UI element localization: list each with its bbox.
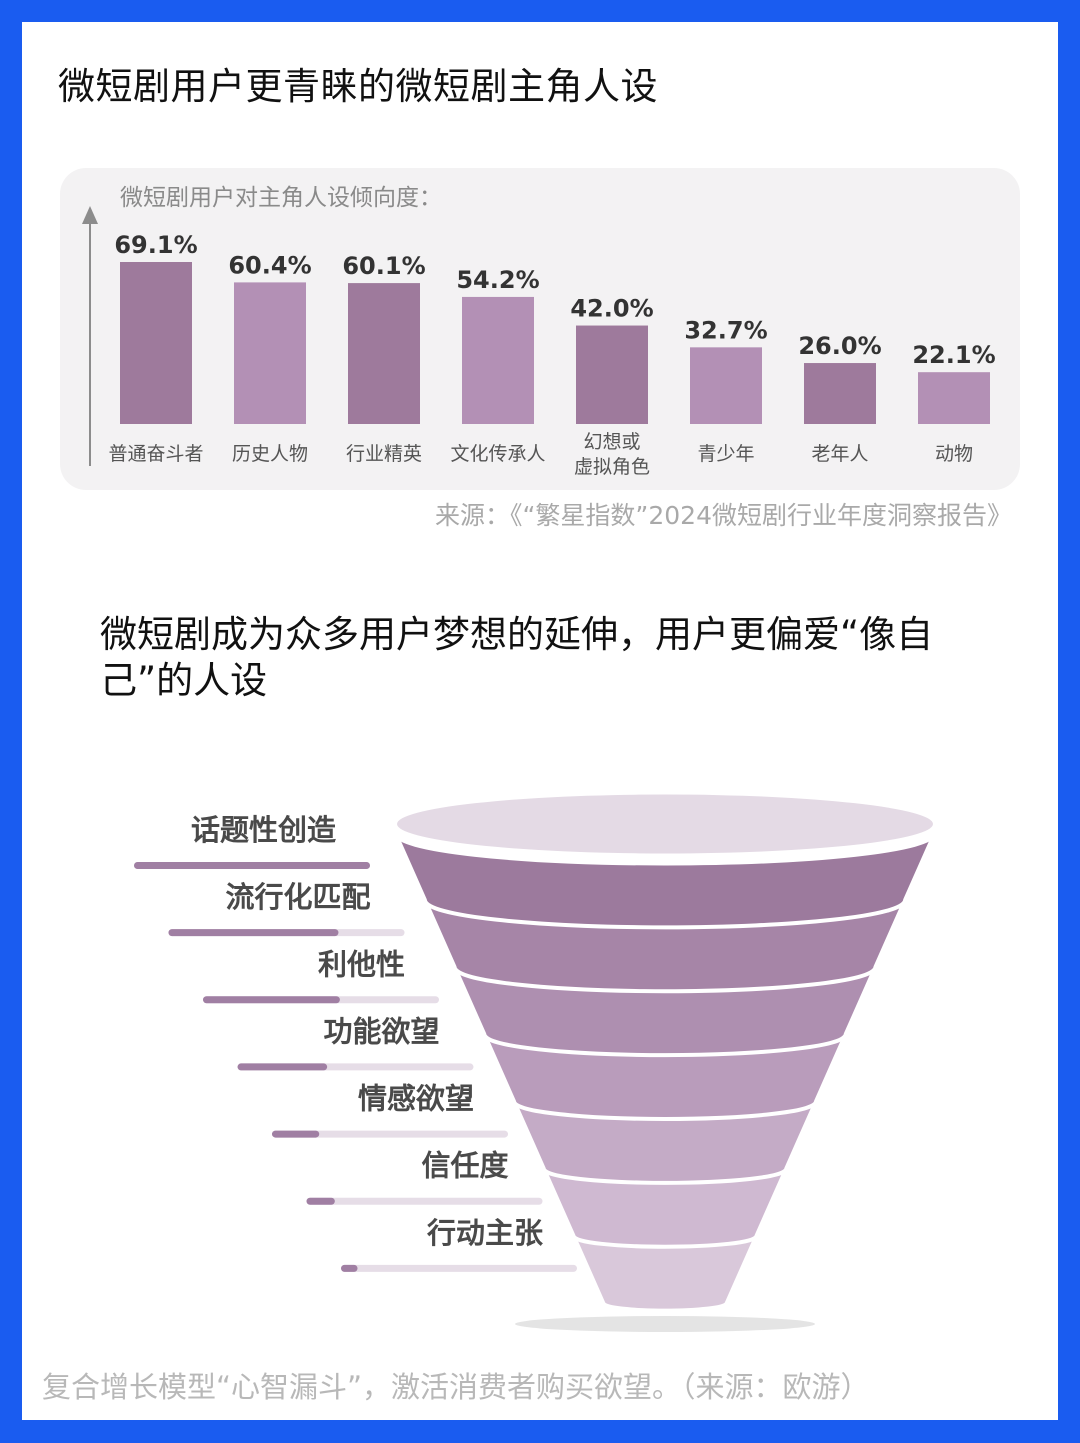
funnel-stage-label: 流行化匹配 [225, 880, 370, 914]
bar-chart-panel: 微短剧用户对主角人设倾向度： 69.1% 普通奋斗者 60.4% 历史人物 60.1% 行… [60, 168, 1020, 490]
category-label: 历史人物 [232, 443, 308, 465]
stage-indicator-track [306, 1197, 543, 1205]
category-label: 普通奋斗者 [108, 443, 203, 465]
funnel-stage-label: 功能欲望 [323, 1014, 439, 1048]
stage-indicator-track [272, 1130, 508, 1138]
bar-3 [348, 283, 420, 424]
funnel-shadow [515, 1316, 815, 1332]
stage-indicator-fill [134, 862, 370, 869]
bar-value-label: 26.0% [798, 332, 881, 360]
chart-title: 微短剧用户对主角人设倾向度： [120, 185, 442, 211]
category-label: 文化传承人 [450, 443, 545, 465]
funnel-separator [393, 831, 937, 866]
bar-value-label: 60.4% [228, 251, 311, 279]
category-label: 青少年 [697, 443, 754, 465]
bar-chart: 69.1% 普通奋斗者 60.4% 历史人物 60.1% 行业精英 54.2% 文化传承人 42… [82, 206, 996, 478]
bar-5 [576, 325, 648, 424]
bar-1 [120, 262, 192, 424]
stage-indicator-fill [237, 1063, 328, 1071]
bar-value-label: 60.1% [342, 252, 425, 280]
bar-value-label: 54.2% [456, 266, 539, 294]
funnel-stage-label: 情感欲望 [358, 1082, 474, 1116]
bar-2 [234, 282, 306, 424]
funnel-segment-6 [545, 1167, 785, 1245]
bar-6 [690, 347, 762, 424]
stage-indicator-fill [272, 1130, 320, 1138]
stage-indicator-fill [168, 929, 339, 937]
funnel-segment-7 [575, 1234, 755, 1309]
bar-value-label: 22.1% [912, 341, 995, 369]
y-axis-arrow-icon [82, 206, 98, 224]
bar-8 [918, 372, 990, 424]
funnel-segment-1 [397, 832, 933, 926]
funnel-segment-5 [515, 1100, 815, 1181]
funnel-stage-label: 利他性 [318, 947, 405, 981]
content-card: 微短剧用户更青睐的微短剧主角人设 微短剧用户对主角人设倾向度： 69.1% 普通奋… [22, 22, 1058, 1420]
stage-indicator-track [341, 1264, 577, 1272]
funnel-stage-label: 话题性创造 [191, 813, 336, 847]
source-note: 来源：《“繁星指数”2024微短剧行业年度洞察报告》 [434, 501, 1012, 530]
stage-indicator-fill [203, 996, 340, 1004]
stage-indicator-fill [306, 1197, 335, 1205]
bar-value-label: 32.7% [684, 316, 767, 344]
funnel-rim [397, 794, 933, 854]
bar-4 [462, 296, 534, 424]
headline: 微短剧成为众多用户梦想的延伸，用户更偏爱“像自己”的人设 [100, 613, 934, 702]
category-label: 虚拟角色 [574, 456, 650, 478]
bar-value-label: 42.0% [570, 295, 653, 323]
category-label: 行业精英 [346, 443, 422, 465]
stage-indicator-fill [341, 1264, 358, 1272]
funnel-stage-label: 信任度 [421, 1149, 508, 1183]
category-label: 老年人 [811, 443, 868, 465]
page-title: 微短剧用户更青睐的微短剧主角人设 [58, 65, 658, 108]
bar-value-label: 69.1% [114, 231, 197, 259]
bar-7 [804, 363, 876, 424]
category-label: 动物 [935, 443, 973, 465]
funnel-stage-label: 行动主张 [426, 1216, 544, 1250]
funnel-source-note: 复合增长模型“心智漏斗”，激活消费者购买欲望。（来源：欧游） [42, 1370, 870, 1404]
category-label: 幻想或 [583, 431, 640, 453]
funnel-segment-2 [426, 899, 904, 990]
